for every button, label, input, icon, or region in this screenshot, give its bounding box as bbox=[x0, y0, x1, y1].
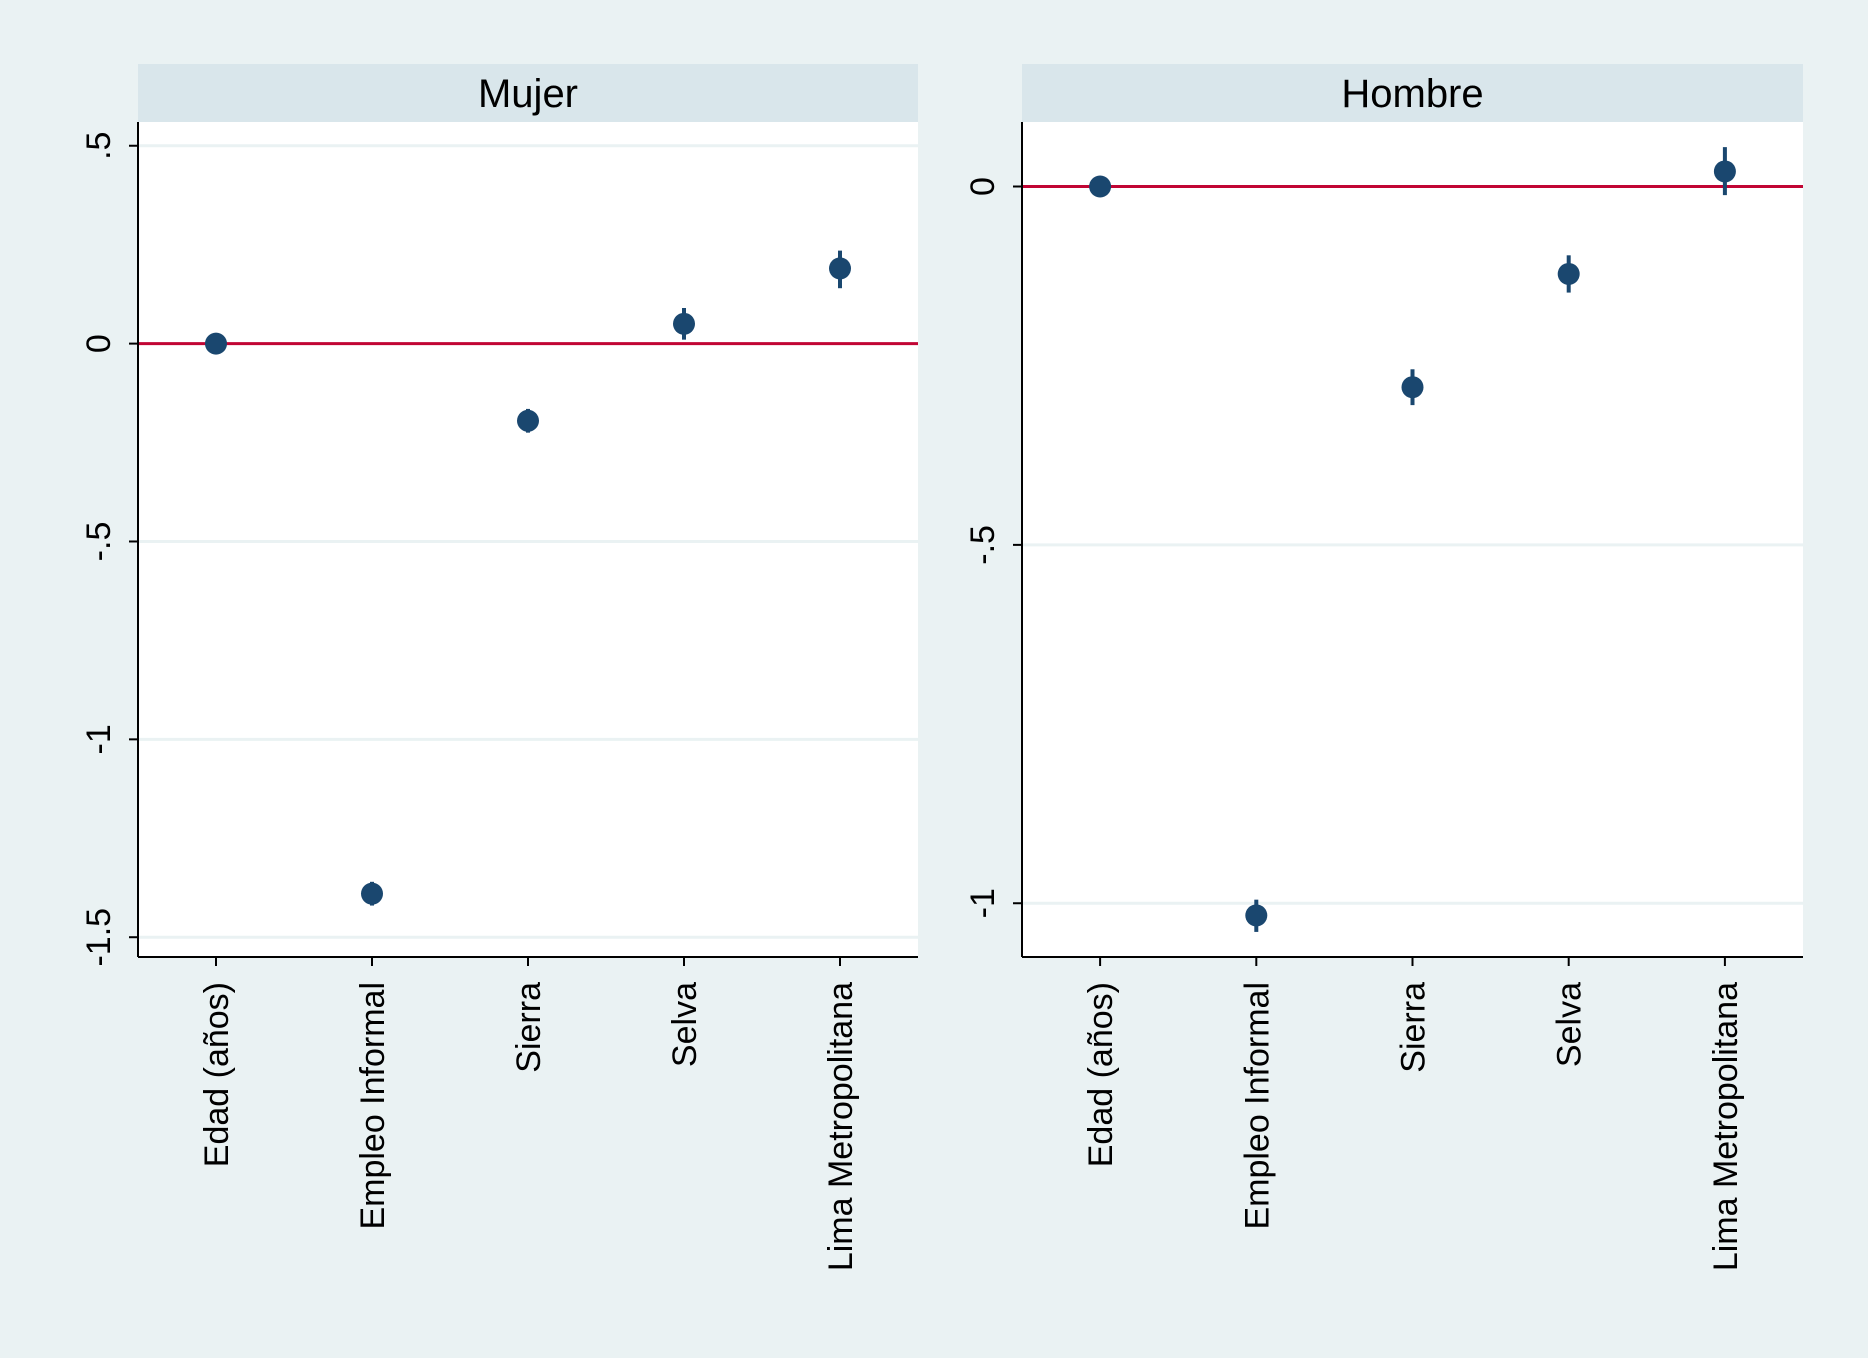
panel-2: Hombre 0 -.5 -1 Edad (años) Empleo Informal Si… bbox=[964, 64, 1803, 1271]
x-category-label: Edad (años) bbox=[198, 982, 236, 1167]
x-category-label: Sierra bbox=[1395, 982, 1433, 1073]
x-category-label: Edad (años) bbox=[1082, 982, 1120, 1167]
x-category-label: Sierra bbox=[510, 982, 548, 1073]
x-category-label: Lima Metropolitana bbox=[822, 982, 860, 1271]
plot-region bbox=[1022, 122, 1803, 957]
y-tick-label: -1 bbox=[964, 888, 1002, 918]
y-tick-label: -.5 bbox=[964, 525, 1002, 565]
panel-title: Mujer bbox=[478, 72, 578, 116]
y-tick-label: .5 bbox=[80, 132, 118, 160]
y-tick-label: -.5 bbox=[80, 522, 118, 562]
y-tick-label: 0 bbox=[964, 177, 1002, 196]
data-point bbox=[1089, 175, 1112, 198]
data-point bbox=[1557, 262, 1580, 285]
x-category-label: Empleo Informal bbox=[354, 982, 392, 1230]
panels: Mujer .5 0 -.5 -1 -1.5 Edad (años) Empleo Infor… bbox=[80, 64, 1803, 1271]
y-tick-label: -1 bbox=[80, 724, 118, 754]
panel-1: Mujer .5 0 -.5 -1 -1.5 Edad (años) Empleo Infor… bbox=[80, 64, 918, 1271]
data-point bbox=[1401, 376, 1424, 399]
data-point bbox=[361, 882, 383, 905]
panel-strip bbox=[1022, 64, 1803, 122]
data-point bbox=[1713, 160, 1736, 183]
x-category-label: Selva bbox=[666, 982, 704, 1067]
data-point bbox=[829, 257, 851, 280]
x-category-label: Selva bbox=[1551, 982, 1589, 1067]
x-category-label: Lima Metropolitana bbox=[1707, 982, 1745, 1271]
y-tick-label: -1.5 bbox=[80, 908, 118, 967]
panel-strip bbox=[138, 64, 918, 122]
panel-title: Hombre bbox=[1341, 72, 1483, 116]
x-category-label: Empleo Informal bbox=[1238, 982, 1276, 1230]
data-point bbox=[673, 312, 695, 335]
y-tick-label: 0 bbox=[80, 334, 118, 353]
plot-region bbox=[138, 122, 918, 957]
data-point bbox=[205, 332, 227, 355]
data-point bbox=[517, 409, 539, 432]
data-point bbox=[1245, 904, 1268, 927]
